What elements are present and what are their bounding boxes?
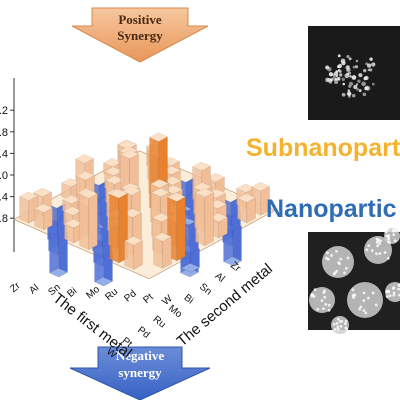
z-tick-label: -0.4 [0,192,8,204]
z-tick-label: 1.2 [0,105,8,117]
y-tick-label: Zr [8,280,23,295]
z-tick-label: .4 [0,148,8,160]
z-tick-label: .8 [0,127,8,139]
y-tick-label: Mo [84,284,102,302]
bar [153,232,172,269]
x-tick-label: Pd [135,325,151,341]
micrograph-top [308,26,400,120]
bar [79,189,98,251]
bars-layer [19,132,270,287]
positive-synergy-arrow: Positive Synergy [71,7,209,63]
bar [124,236,143,270]
positive-label-line2: Synergy [117,28,163,43]
x-tick-label: Ru [151,314,168,331]
y-tick-labels: Zr Al Sn Bi Mo Ru Pd Pt W [8,280,175,308]
subnanoparticle-label: Subnanoparti [246,134,400,162]
bar [195,188,214,247]
negative-label-line1: Negative [116,348,165,363]
bar [181,248,200,273]
bar [237,193,256,224]
x-tick-label: Sn [197,281,213,297]
positive-label-line1: Positive [118,12,162,27]
bar [223,225,242,266]
bar [94,251,113,287]
y-tick-label: Pd [122,288,138,304]
negative-label-line2: synergy [118,365,162,380]
nanoparticle-label: Nanopartic [266,195,397,223]
bar [49,231,68,278]
y-tick-label: Ru [103,286,120,303]
y-tick-label: Al [27,282,41,296]
x-tick-label: Bi [182,292,196,306]
micrograph-bottom [308,228,400,334]
x-tick-label: Al [213,271,227,285]
z-tick-label: -0.8 [0,213,8,225]
negative-synergy-arrow: Negative synergy [69,346,211,401]
z-tick-label: 0.0 [0,170,8,182]
z-axis: 1.2 .8 .4 0.0 -0.4 -0.8 [0,78,15,252]
bar [34,203,53,231]
y-tick-label: Pt [141,292,155,307]
